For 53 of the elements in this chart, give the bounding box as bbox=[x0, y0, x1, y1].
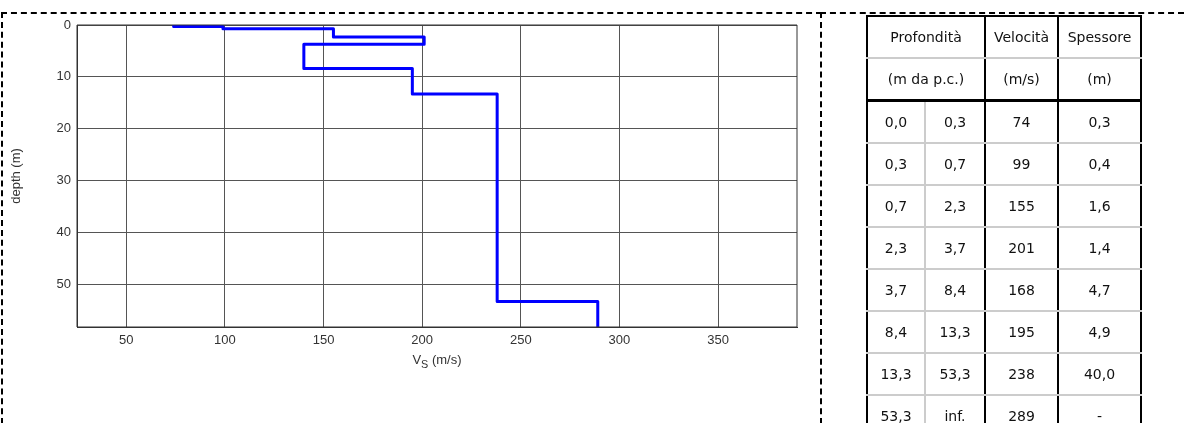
text: 2,3 bbox=[867, 227, 925, 269]
x-tick-label: 350 bbox=[707, 332, 729, 348]
text: - bbox=[1058, 395, 1142, 423]
text: 13,3 bbox=[925, 311, 986, 353]
text: 3,7 bbox=[925, 227, 986, 269]
y-tick-label: 40 bbox=[56, 224, 71, 240]
text: 0,0 bbox=[867, 100, 925, 143]
text: 0,7 bbox=[925, 143, 986, 185]
y-axis-title: depth (m) bbox=[8, 148, 24, 204]
text: 3,7 bbox=[867, 269, 925, 311]
text: 8,4 bbox=[925, 269, 986, 311]
y-tick-label: 20 bbox=[56, 120, 71, 136]
text: 0,3 bbox=[925, 100, 986, 143]
x-tick-label: 250 bbox=[509, 332, 532, 348]
text: 0,3 bbox=[1058, 100, 1142, 143]
text: (m/s) bbox=[985, 58, 1059, 101]
text: 168 bbox=[985, 269, 1059, 311]
y-tick-label: 0 bbox=[63, 16, 71, 32]
text: 53,3 bbox=[867, 395, 925, 423]
x-tick-label: 50 bbox=[119, 332, 134, 348]
text: 1,4 bbox=[1058, 227, 1142, 269]
text: 201 bbox=[985, 227, 1059, 269]
x-tick-label: 150 bbox=[312, 332, 335, 348]
text: 0,3 bbox=[867, 143, 925, 185]
x-axis-title: V$_{S}$ (m/s) bbox=[411, 352, 463, 370]
text: inf. bbox=[925, 395, 986, 423]
x-tick-label: 100 bbox=[214, 332, 236, 348]
x-tick-label: 300 bbox=[608, 332, 631, 348]
text: 4,9 bbox=[1058, 311, 1142, 353]
text: 1,6 bbox=[1058, 185, 1142, 227]
text: (m) bbox=[1058, 58, 1142, 101]
text: Profondità bbox=[867, 16, 986, 58]
y-tick-label: 10 bbox=[56, 68, 71, 84]
text: (m da p.c.) bbox=[867, 58, 986, 101]
text: 2,3 bbox=[925, 185, 986, 227]
text: 40,0 bbox=[1058, 353, 1142, 395]
text: 289 bbox=[985, 395, 1059, 423]
y-tick-label: 30 bbox=[56, 172, 71, 188]
text: 0,7 bbox=[867, 185, 925, 227]
text: 238 bbox=[985, 353, 1059, 395]
text: 4,7 bbox=[1058, 269, 1142, 311]
text: Velocità bbox=[985, 16, 1059, 58]
text: 99 bbox=[985, 143, 1059, 185]
text: 8,4 bbox=[867, 311, 925, 353]
x-tick-label: 200 bbox=[411, 332, 434, 348]
text: 155 bbox=[985, 185, 1059, 227]
y-tick-label: 50 bbox=[56, 276, 71, 292]
text: 0,4 bbox=[1058, 143, 1142, 185]
text: 13,3 bbox=[867, 353, 925, 395]
text: 74 bbox=[985, 100, 1059, 143]
text: Spessore bbox=[1058, 16, 1142, 58]
text: 53,3 bbox=[925, 353, 986, 395]
text: 195 bbox=[985, 311, 1059, 353]
